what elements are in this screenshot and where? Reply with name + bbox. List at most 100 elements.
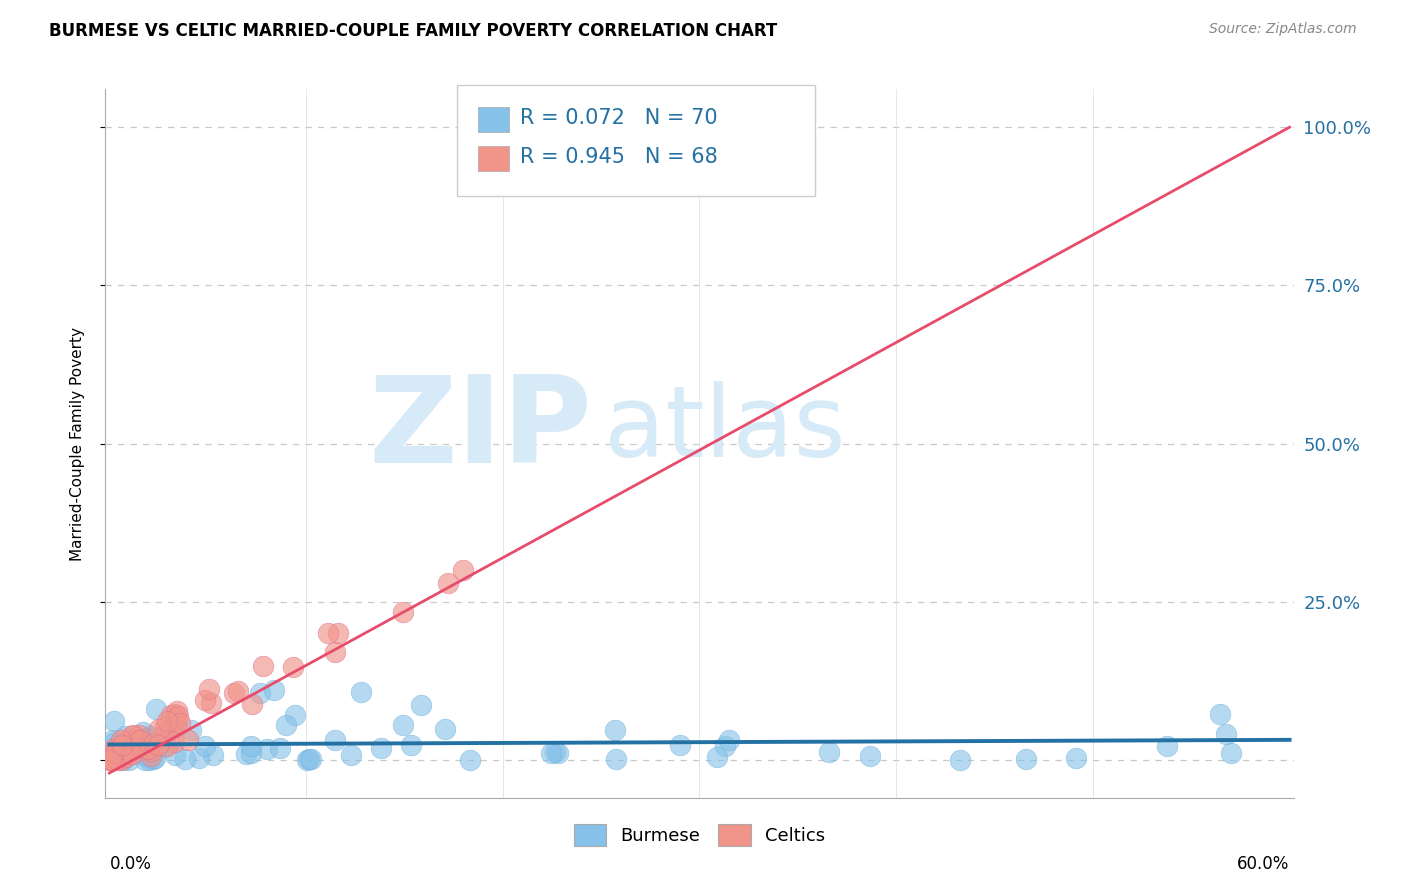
Point <box>103 714 125 729</box>
Point <box>107 753 129 767</box>
Text: ZIP: ZIP <box>368 371 592 488</box>
Point <box>139 744 162 758</box>
Point <box>110 753 132 767</box>
Point <box>200 696 222 710</box>
Point <box>295 753 318 767</box>
Point <box>603 723 626 738</box>
Point <box>122 728 145 742</box>
Point <box>1220 746 1243 760</box>
Point <box>112 739 135 753</box>
Point <box>706 750 728 764</box>
Point <box>120 747 142 761</box>
Point <box>118 753 141 767</box>
Point <box>101 742 124 756</box>
Point <box>110 733 132 747</box>
Point <box>399 738 422 752</box>
Point <box>128 733 150 747</box>
Point <box>166 704 188 718</box>
Text: 60.0%: 60.0% <box>1237 855 1289 873</box>
Point <box>100 753 122 767</box>
Point <box>194 739 217 753</box>
Text: 0.0%: 0.0% <box>110 855 152 873</box>
Point <box>103 745 125 759</box>
Point <box>121 729 143 743</box>
Point <box>114 750 136 764</box>
Point <box>111 740 134 755</box>
Point <box>132 725 155 739</box>
Point <box>239 746 262 760</box>
Point <box>136 742 159 756</box>
Point <box>125 740 148 755</box>
Point <box>134 753 156 767</box>
Point <box>169 716 191 731</box>
Point <box>540 746 562 760</box>
Point <box>156 714 179 728</box>
Point <box>201 747 224 762</box>
Point <box>370 741 392 756</box>
Point <box>127 735 149 749</box>
Point <box>100 750 122 764</box>
Point <box>818 745 841 759</box>
Point <box>198 682 221 697</box>
Point <box>110 748 132 763</box>
Point <box>544 745 567 759</box>
Point <box>349 685 371 699</box>
Point <box>139 729 162 743</box>
Point <box>139 743 162 757</box>
Point <box>112 746 135 760</box>
Point <box>165 707 187 722</box>
Point <box>138 753 160 767</box>
Point <box>100 753 122 767</box>
Point <box>323 733 346 747</box>
Point <box>145 702 167 716</box>
Point <box>142 752 165 766</box>
Point <box>434 722 457 736</box>
Point <box>392 605 415 619</box>
Point <box>187 751 209 765</box>
Point <box>163 747 186 762</box>
Point <box>143 750 166 764</box>
Text: BURMESE VS CELTIC MARRIED-COUPLE FAMILY POVERTY CORRELATION CHART: BURMESE VS CELTIC MARRIED-COUPLE FAMILY … <box>49 22 778 40</box>
Point <box>100 753 122 767</box>
Point <box>103 736 125 750</box>
Point <box>605 751 627 765</box>
Text: R = 0.945   N = 68: R = 0.945 N = 68 <box>520 147 718 167</box>
Point <box>111 753 134 767</box>
Text: R = 0.072   N = 70: R = 0.072 N = 70 <box>520 108 718 128</box>
Point <box>263 683 285 698</box>
Point <box>1064 751 1087 765</box>
Point <box>101 753 124 767</box>
Point <box>167 709 190 723</box>
Point <box>547 746 569 760</box>
Point <box>276 718 298 732</box>
Point <box>108 747 131 762</box>
Point <box>111 738 134 752</box>
Point <box>100 753 122 767</box>
Point <box>107 747 129 762</box>
Point <box>256 742 278 756</box>
Point <box>163 735 186 749</box>
Point <box>392 718 415 732</box>
Point <box>858 749 880 764</box>
Point <box>1156 739 1178 754</box>
Point <box>1015 751 1038 765</box>
Point <box>146 738 169 752</box>
Point <box>717 733 740 747</box>
Point <box>713 739 735 753</box>
Point <box>240 739 263 754</box>
Point <box>125 746 148 760</box>
Legend: Burmese, Celtics: Burmese, Celtics <box>567 817 832 853</box>
Point <box>114 729 136 743</box>
Point <box>284 707 307 722</box>
Point <box>117 736 139 750</box>
Point <box>1209 706 1232 721</box>
Point <box>110 742 132 756</box>
Point <box>160 708 183 723</box>
Text: Source: ZipAtlas.com: Source: ZipAtlas.com <box>1209 22 1357 37</box>
Point <box>299 751 322 765</box>
Point <box>235 747 257 762</box>
Point <box>451 563 474 577</box>
Point <box>177 732 200 747</box>
Point <box>148 722 170 736</box>
Point <box>316 626 339 640</box>
